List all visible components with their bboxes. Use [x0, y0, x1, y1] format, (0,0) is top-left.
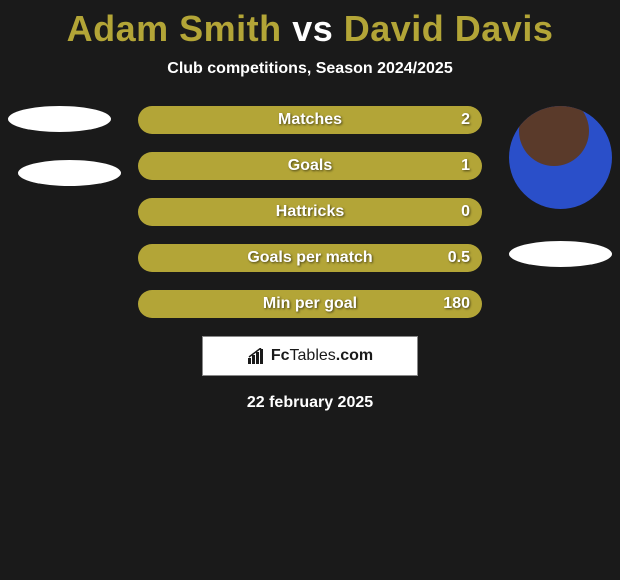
- bar-label: Goals: [288, 157, 332, 175]
- bar-label: Hattricks: [276, 203, 344, 221]
- bar-value-right: 0: [461, 203, 470, 221]
- page-title: Adam Smith vs David Davis: [0, 0, 620, 50]
- bar-min-per-goal: Min per goal 180: [138, 290, 482, 318]
- bar-goals: Goals 1: [138, 152, 482, 180]
- avatar-left-placeholder-1: [8, 106, 111, 132]
- date-label: 22 february 2025: [247, 394, 373, 412]
- bar-goals-per-match: Goals per match 0.5: [138, 244, 482, 272]
- bar-value-right: 180: [443, 295, 470, 313]
- bar-matches: Matches 2: [138, 106, 482, 134]
- bar-label: Goals per match: [247, 249, 372, 267]
- avatar-right: [509, 106, 612, 209]
- title-vs: vs: [292, 8, 333, 49]
- avatar-right-placeholder: [509, 241, 612, 267]
- fctables-badge: FcTables.com: [202, 336, 418, 376]
- avatar-left-placeholder-2: [18, 160, 121, 186]
- badge-text: FcTables.com: [271, 347, 373, 365]
- stat-bars: Matches 2 Goals 1 Hattricks 0 Goals per …: [138, 106, 482, 336]
- chart-icon: [247, 348, 267, 364]
- subtitle: Club competitions, Season 2024/2025: [0, 60, 620, 78]
- bar-value-right: 2: [461, 111, 470, 129]
- bar-value-right: 1: [461, 157, 470, 175]
- bar-label: Min per goal: [263, 295, 357, 313]
- title-player2: David Davis: [344, 8, 554, 49]
- title-player1: Adam Smith: [67, 8, 282, 49]
- badge-suffix: .com: [336, 347, 373, 364]
- badge-tables: Tables: [290, 347, 336, 364]
- bar-hattricks: Hattricks 0: [138, 198, 482, 226]
- bar-value-right: 0.5: [448, 249, 470, 267]
- badge-fc: Fc: [271, 347, 290, 364]
- bar-label: Matches: [278, 111, 342, 129]
